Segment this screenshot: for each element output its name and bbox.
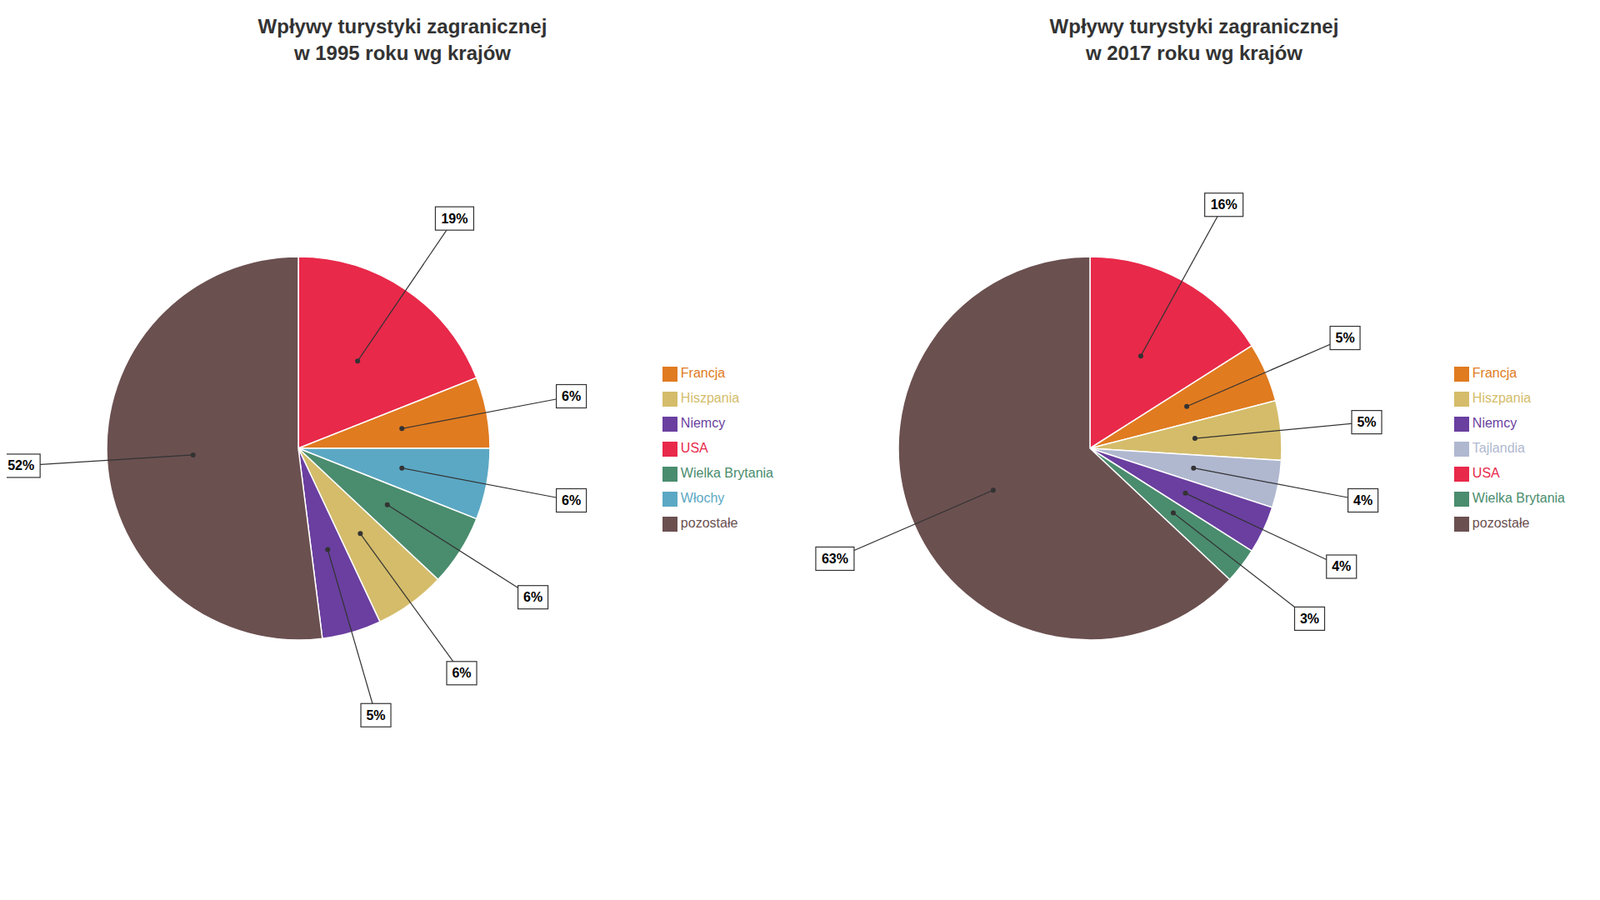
html-text:Niemcy: Niemcy	[680, 415, 726, 430]
svg-text:4%: 4%	[1353, 493, 1373, 508]
html-text:Wpływy turystyki zagranicznej: Wpływy turystyki zagranicznej w 2017 rok…	[1049, 15, 1339, 65]
html-text:Włochy: Włochy	[680, 490, 725, 505]
svg-text:3%: 3%	[1300, 611, 1320, 626]
html-text:Francja: Francja	[680, 365, 726, 380]
html-text:Tajlandia: Tajlandia	[1472, 440, 1525, 455]
html-text:Wpływy turystyki zagranicznej: Wpływy turystyki zagranicznej w 1995 rok…	[258, 15, 547, 65]
html-text:Hiszpania: Hiszpania	[1472, 390, 1531, 405]
svg-text:16%: 16%	[1210, 197, 1238, 212]
svg-text:63%: 63%	[821, 551, 849, 566]
html-text:Hiszpania: Hiszpania	[680, 390, 740, 405]
svg-text:4%: 4%	[1331, 559, 1351, 574]
html-text:Niemcy: Niemcy	[1472, 415, 1517, 430]
svg-text:6%: 6%	[561, 389, 581, 404]
html-text:USA: USA	[680, 440, 709, 455]
html-text:Wielka Brytania: Wielka Brytania	[680, 465, 774, 480]
html-text:Wielka Brytania: Wielka Brytania	[1472, 490, 1565, 505]
svg-text:5%: 5%	[1356, 415, 1376, 430]
svg-text:5%: 5%	[365, 708, 385, 723]
html-text:pozostałe: pozostałe	[1472, 515, 1530, 530]
svg-text:5%: 5%	[1335, 330, 1355, 345]
svg-text:52%: 52%	[7, 458, 35, 473]
svg-text:19%: 19%	[440, 211, 468, 226]
html-text:USA: USA	[1472, 465, 1500, 480]
svg-text:6%: 6%	[561, 493, 581, 508]
html-text:Francja: Francja	[1472, 365, 1517, 380]
svg-text:6%: 6%	[451, 665, 471, 680]
html-text:pozostałe: pozostałe	[680, 515, 738, 530]
svg-text:6%: 6%	[523, 590, 543, 605]
